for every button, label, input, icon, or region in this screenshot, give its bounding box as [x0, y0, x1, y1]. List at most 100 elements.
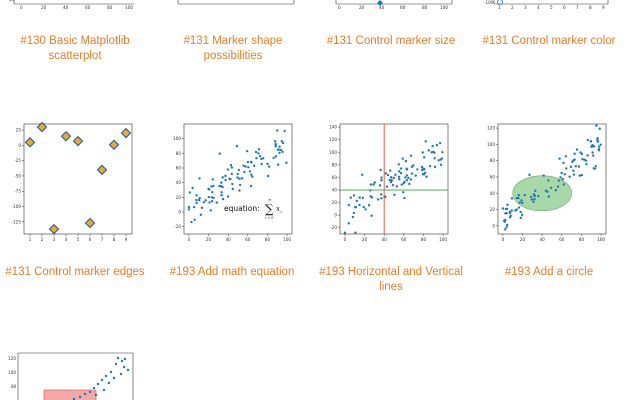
y-tick-label: 0: [178, 210, 181, 215]
y-tick-label: 20: [490, 207, 496, 212]
scatter-point: [404, 159, 408, 163]
scatter-point: [272, 156, 275, 160]
thumbnail-marker-edges[interactable]: 1 2 3 4 5 6 7 8 9 25 0 -25 -50 -75 -100 -125: [6, 120, 136, 245]
x-tick-label: 100: [597, 237, 605, 242]
svg-text:5: 5: [550, 5, 553, 10]
scatter-point: [370, 196, 374, 199]
scatter-point: [546, 190, 549, 193]
y-tick-label: 120: [487, 126, 495, 131]
scatter-point: [599, 143, 602, 146]
svg-text:-100: -100: [484, 0, 494, 5]
scatter-point: [262, 157, 265, 160]
scatter-point: [347, 222, 350, 225]
x-tick-label: 80: [579, 237, 585, 242]
scatter-point: [215, 201, 218, 204]
x-tick-label: 40: [540, 237, 546, 242]
scatter-point: [597, 147, 601, 151]
scatter-point: [361, 196, 365, 200]
scatter-point: [514, 209, 517, 212]
caption-marker-size[interactable]: #131 Control marker size: [326, 35, 456, 47]
diamond-marker: [108, 139, 120, 151]
thumbnail-basic-scatterplot[interactable]: -20 0 20 40 60 80 100: [8, 0, 136, 14]
scatter-point: [254, 150, 258, 154]
caption-add-circle[interactable]: #193 Add a circle: [504, 266, 594, 278]
scatter-point: [397, 163, 401, 166]
thumbnail-marker-color[interactable]: -100 1 2 3 4 5 6 7 8 9: [484, 0, 612, 14]
scatter-point: [577, 165, 581, 168]
scatter-point: [257, 152, 260, 155]
scatter-point: [404, 176, 407, 179]
scatter-point: [237, 168, 241, 172]
scatter-point: [410, 172, 414, 175]
thumbnail-marker-shape[interactable]: [170, 0, 298, 8]
scatter-point: [438, 141, 442, 145]
caption-marker-shape[interactable]: #131 Marker shape possibilities: [183, 35, 283, 62]
x-tick-label: 60: [559, 237, 565, 242]
scatter-point: [425, 175, 428, 178]
scatter-point: [433, 157, 436, 160]
thumbnail-h-v-lines[interactable]: 0 20 40 60 80 100 -20 0 20 40 60 80 100 120 140: [322, 120, 452, 245]
y-tick-label: -20: [174, 224, 181, 229]
scatter-point: [243, 170, 246, 174]
thumbnail-marker-size[interactable]: 0 20 40 60 80 100: [328, 0, 456, 14]
sum-lower-limit: i = 0: [265, 216, 274, 220]
scatter-point: [251, 175, 254, 178]
caption-marker-color[interactable]: #131 Control marker color: [482, 35, 616, 47]
scatter-point: [343, 231, 347, 234]
y-tick-label: 25: [16, 128, 22, 133]
diamond-marker: [48, 223, 60, 235]
x-tick-label: 3: [53, 237, 56, 242]
x-tick-label: 0: [188, 237, 191, 242]
x-tick-label: 20: [362, 237, 368, 242]
scatter-point: [437, 159, 440, 162]
y-tick-label: 60: [332, 175, 338, 180]
scatter-point: [423, 168, 426, 171]
svg-text:8: 8: [589, 5, 592, 10]
scatter-point: [220, 193, 223, 197]
scatter-point: [358, 196, 361, 199]
scatter-point: [278, 145, 281, 148]
svg-text:100: 100: [8, 370, 16, 375]
thumbnail-add-circle[interactable]: 0 20 40 60 80 100 0 20 40 60 80 100 120: [480, 120, 610, 245]
scatter-point: [226, 195, 230, 198]
scatter-point: [542, 174, 545, 177]
scatter-point: [218, 152, 221, 155]
scatter-point: [379, 168, 382, 172]
thumbnail-add-rectangle[interactable]: 120 100 80: [6, 350, 136, 400]
scatter-point: [267, 165, 271, 168]
scatter-point: [395, 185, 399, 188]
scatter-point: [408, 182, 411, 186]
x-tick-label: 60: [401, 237, 407, 242]
scatter-point: [572, 169, 575, 172]
scatter-point: [380, 193, 383, 196]
caption-math-equation[interactable]: #193 Add math equation: [169, 266, 295, 278]
scatter-point: [573, 152, 576, 155]
scatter-point: [399, 171, 403, 175]
scatter-point: [405, 179, 409, 182]
x-tick-label: 6: [89, 237, 92, 242]
caption-basic-scatterplot[interactable]: #130 Basic Matplotlib scatterplot: [20, 35, 130, 62]
scatter-point: [398, 178, 401, 181]
scatter-point: [209, 209, 212, 212]
scatter-point: [575, 148, 579, 151]
x-tick-label: 1: [29, 237, 32, 242]
y-tick-label: 100: [329, 150, 337, 155]
svg-text:0: 0: [338, 5, 341, 10]
scatter-point: [352, 211, 356, 215]
thumbnail-math-equation[interactable]: 0 20 40 60 80 100 -20 0 20 40 60 80 100 equation: ∑∞ i …: [166, 120, 296, 245]
scatter-point: [427, 149, 430, 152]
scatter-point: [505, 212, 508, 215]
scatter-point: [224, 174, 227, 178]
caption-h-v-lines[interactable]: #193 Horizontal and Vertical lines: [319, 266, 463, 293]
x-tick-label: 40: [382, 237, 388, 242]
scatter-point: [505, 225, 508, 229]
scatter-point: [392, 176, 395, 180]
caption-marker-edges[interactable]: #131 Control marker edges: [5, 266, 145, 278]
scatter-point: [253, 164, 256, 167]
scatter-point: [353, 205, 357, 209]
scatter-point: [212, 196, 215, 200]
scatter-point: [211, 190, 214, 194]
scatter-point: [285, 161, 288, 164]
y-tick-label: 100: [173, 136, 181, 141]
y-tick-label: 100: [487, 142, 495, 147]
